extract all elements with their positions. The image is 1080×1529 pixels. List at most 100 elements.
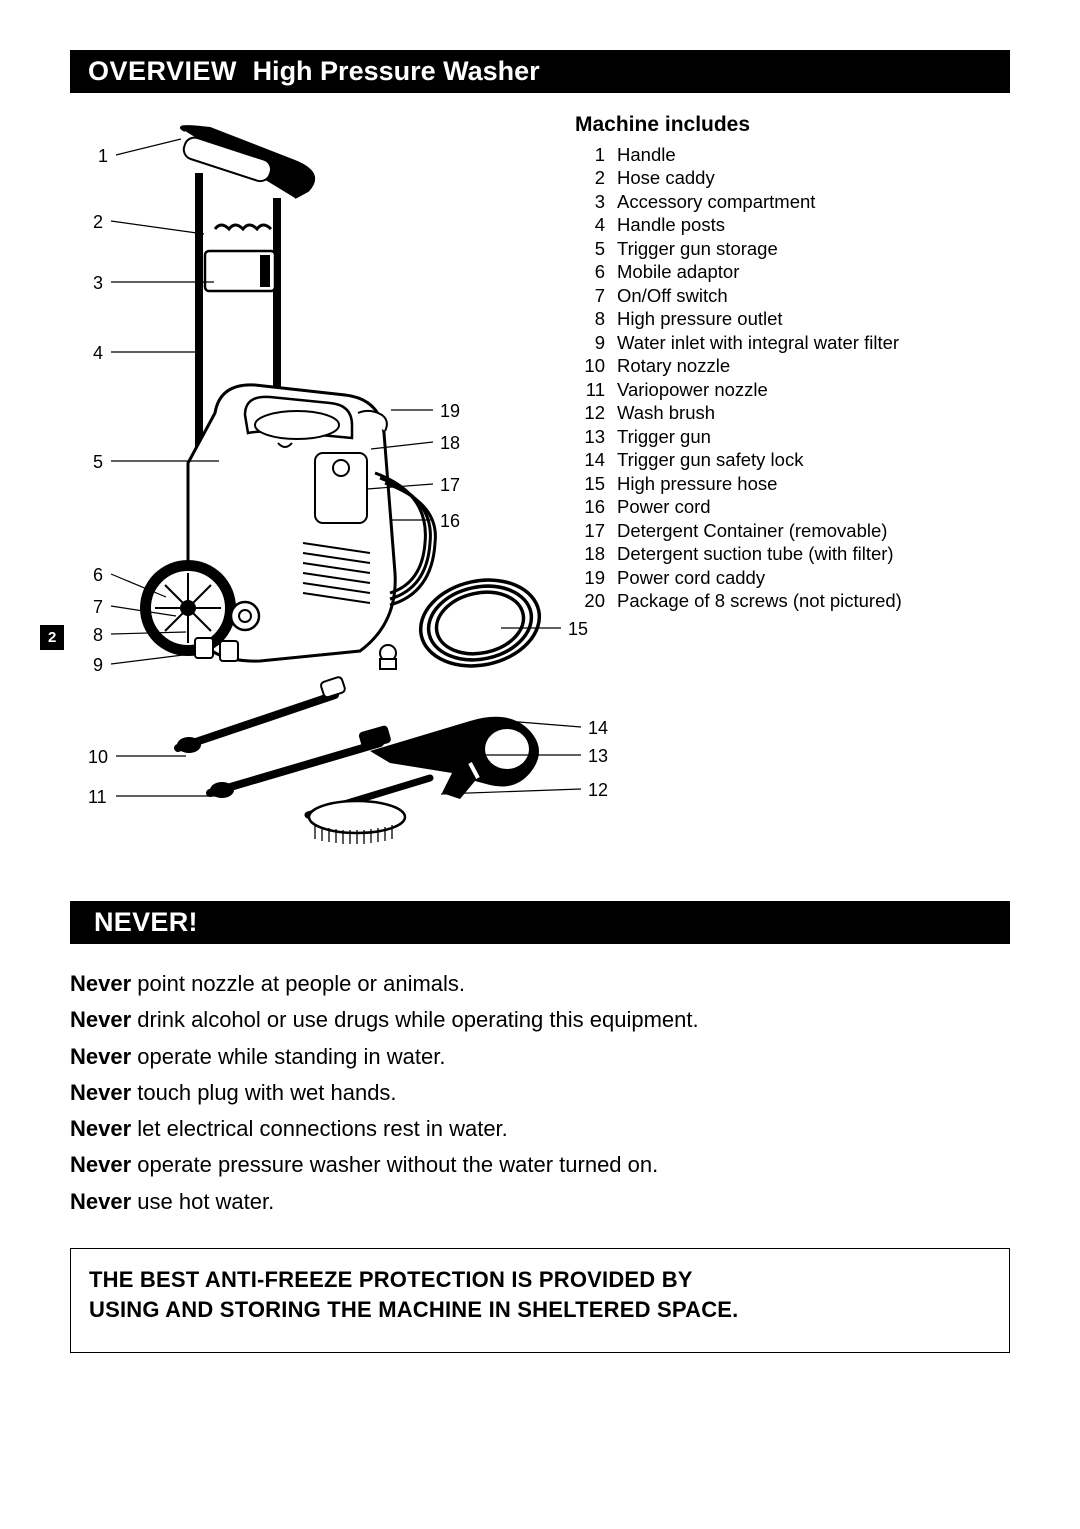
callout-number: 7 [93, 597, 103, 618]
page-number-tab: 2 [40, 625, 64, 650]
callout-number: 18 [440, 433, 460, 454]
callout-number: 3 [93, 273, 103, 294]
includes-item-number: 13 [575, 425, 605, 448]
includes-item-number: 4 [575, 213, 605, 236]
callout-leader-line [115, 138, 182, 156]
antifreeze-line1: THE BEST ANTI-FREEZE PROTECTION IS PROVI… [89, 1265, 991, 1295]
callout-leader-line [480, 718, 582, 728]
never-text: let electrical connections rest in water… [131, 1116, 508, 1141]
includes-item-label: High pressure hose [617, 472, 777, 495]
includes-item: 6 Mobile adaptor [575, 260, 1010, 283]
includes-item: 8 High pressure outlet [575, 307, 1010, 330]
includes-item: 2Hose caddy [575, 166, 1010, 189]
never-prefix: Never [70, 1152, 131, 1177]
callout-leader-line [115, 795, 222, 797]
includes-title: Machine includes [575, 113, 1010, 137]
includes-item: 12 Wash brush [575, 401, 1010, 424]
callout-leader-line [110, 631, 187, 635]
includes-item-label: Detergent Container (removable) [617, 519, 887, 542]
includes-item-label: Mobile adaptor [617, 260, 739, 283]
never-item: Never operate while standing in water. [70, 1039, 1010, 1075]
callout-leader-line [500, 627, 562, 629]
includes-item: 20Package of 8 screws (not pictured) [575, 589, 1010, 612]
includes-item-label: Wash brush [617, 401, 715, 424]
callout-number: 14 [588, 718, 608, 739]
never-list: Never point nozzle at people or animals.… [70, 966, 1010, 1220]
callout-leader-line [110, 653, 192, 665]
includes-item-label: Accessory compartment [617, 190, 815, 213]
callout-number: 4 [93, 343, 103, 364]
includes-item-number: 3 [575, 190, 605, 213]
includes-item-label: Trigger gun [617, 425, 711, 448]
includes-item: 11Variopower nozzle [575, 378, 1010, 401]
never-prefix: Never [70, 1044, 131, 1069]
callout-leader-line [110, 605, 177, 617]
includes-item-label: Power cord caddy [617, 566, 765, 589]
diagram-region: 12345678910111918171615141312 Machine in… [70, 113, 1010, 863]
includes-item-label: Trigger gun storage [617, 237, 778, 260]
includes-list: 1 Handle2Hose caddy3 Accessory compartment… [575, 143, 1010, 613]
never-item: Never touch plug with wet hands. [70, 1075, 1010, 1111]
header-subtitle: High Pressure Washer [253, 56, 540, 86]
includes-item-number: 1 [575, 143, 605, 166]
includes-item-number: 8 [575, 307, 605, 330]
callout-number: 17 [440, 475, 460, 496]
includes-item-label: Handle posts [617, 213, 725, 236]
never-item: Never point nozzle at people or animals. [70, 966, 1010, 1002]
never-text: point nozzle at people or animals. [131, 971, 465, 996]
never-prefix: Never [70, 1116, 131, 1141]
never-item: Never use hot water. [70, 1184, 1010, 1220]
callout-number: 13 [588, 746, 608, 767]
includes-item-label: Variopower nozzle [617, 378, 768, 401]
callout-number: 6 [93, 565, 103, 586]
includes-item: 13 Trigger gun [575, 425, 1010, 448]
antifreeze-note: THE BEST ANTI-FREEZE PROTECTION IS PROVI… [70, 1248, 1010, 1353]
never-text: operate pressure washer without the wate… [131, 1152, 658, 1177]
includes-item: 1 Handle [575, 143, 1010, 166]
callout-leader-line [110, 460, 220, 462]
never-text: touch plug with wet hands. [131, 1080, 396, 1105]
includes-item-number: 15 [575, 472, 605, 495]
includes-item-label: Handle [617, 143, 676, 166]
callout-number: 8 [93, 625, 103, 646]
includes-item-number: 14 [575, 448, 605, 471]
includes-item-number: 7 [575, 284, 605, 307]
callout-number: 5 [93, 452, 103, 473]
includes-item-label: High pressure outlet [617, 307, 783, 330]
includes-item-number: 17 [575, 519, 605, 542]
never-text: drink alcohol or use drugs while operati… [131, 1007, 698, 1032]
never-item: Never operate pressure washer without th… [70, 1147, 1010, 1183]
callout-leader-line [390, 519, 434, 521]
callout-leader-line [110, 351, 197, 353]
includes-item-label: Power cord [617, 495, 711, 518]
includes-item: 15 High pressure hose [575, 472, 1010, 495]
callout-number: 15 [568, 619, 588, 640]
includes-item-label: On/Off switch [617, 284, 728, 307]
never-prefix: Never [70, 1080, 131, 1105]
includes-column: Machine includes 1 Handle2Hose caddy3 Acce… [575, 113, 1010, 863]
callout-number: 10 [88, 747, 108, 768]
callout-number: 9 [93, 655, 103, 676]
callout-number: 2 [93, 212, 103, 233]
includes-item: 16Power cord [575, 495, 1010, 518]
includes-item: 5Trigger gun storage [575, 237, 1010, 260]
never-item: Never let electrical connections rest in… [70, 1111, 1010, 1147]
includes-item: 10Rotary nozzle [575, 354, 1010, 377]
includes-item-number: 2 [575, 166, 605, 189]
includes-item-number: 18 [575, 542, 605, 565]
never-prefix: Never [70, 1189, 131, 1214]
diagram-illustration: 12345678910111918171615141312 [70, 113, 565, 863]
header-overview-label: OVERVIEW [88, 56, 237, 86]
includes-item-number: 9 [575, 331, 605, 354]
includes-item: 3 Accessory compartment [575, 190, 1010, 213]
includes-item-number: 6 [575, 260, 605, 283]
includes-item: 9Water inlet with integral water filter [575, 331, 1010, 354]
never-item: Never drink alcohol or use drugs while o… [70, 1002, 1010, 1038]
includes-item-number: 19 [575, 566, 605, 589]
never-text: use hot water. [131, 1189, 274, 1214]
callout-number: 11 [88, 787, 107, 808]
includes-item-number: 12 [575, 401, 605, 424]
callout-number: 19 [440, 401, 460, 422]
callout-number: 16 [440, 511, 460, 532]
includes-item: 18Detergent suction tube (with filter) [575, 542, 1010, 565]
